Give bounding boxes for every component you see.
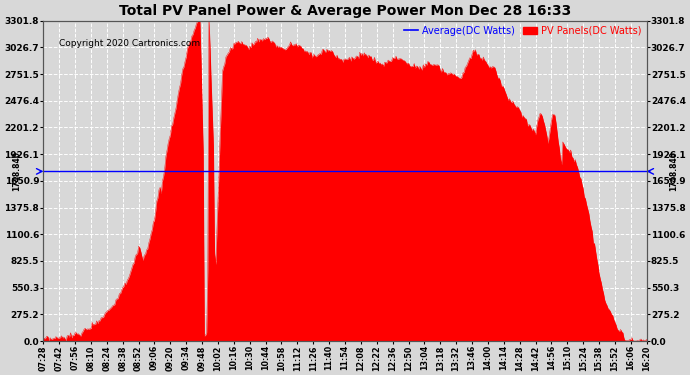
Text: 1748.840: 1748.840 (669, 152, 678, 191)
Legend: Average(DC Watts), PV Panels(DC Watts): Average(DC Watts), PV Panels(DC Watts) (404, 26, 642, 36)
Text: Copyright 2020 Cartronics.com: Copyright 2020 Cartronics.com (59, 39, 200, 48)
Title: Total PV Panel Power & Average Power Mon Dec 28 16:33: Total PV Panel Power & Average Power Mon… (119, 4, 571, 18)
Text: 1748.840: 1748.840 (12, 152, 21, 191)
